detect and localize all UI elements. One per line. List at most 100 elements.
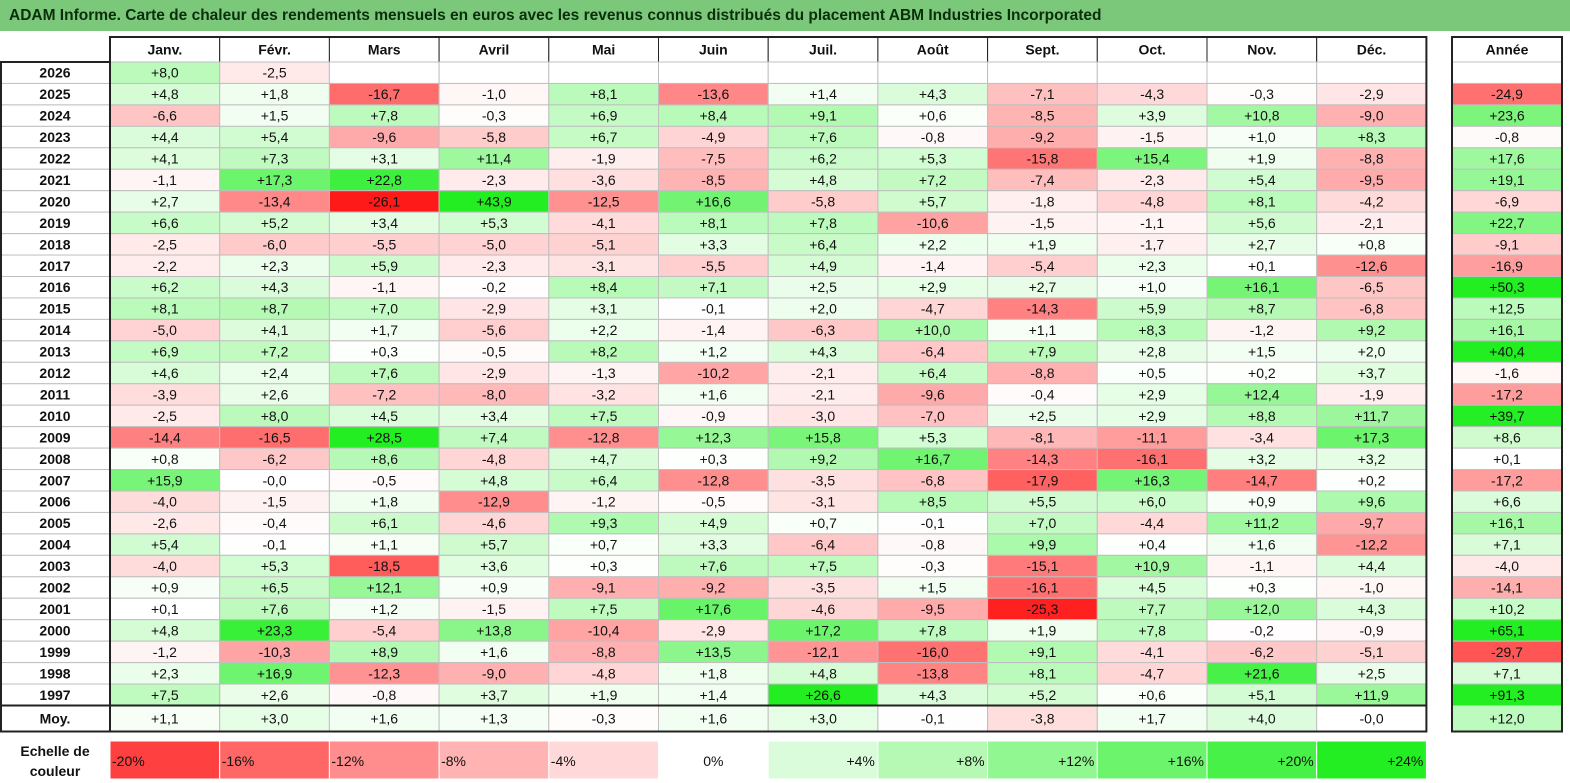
average-value: -0,0: [1359, 711, 1383, 727]
annual-value: -16,9: [1491, 258, 1523, 274]
cell-value: +0,3: [1248, 580, 1276, 596]
cell-value: +15,8: [805, 429, 841, 445]
cell-value: -5,1: [1359, 644, 1383, 660]
cell-value: -2,1: [811, 386, 835, 402]
year-label: 2013: [39, 344, 70, 360]
cell-value: +4,1: [151, 151, 179, 167]
heatmap-cell: [328, 61, 440, 84]
cell-value: +4,9: [809, 258, 837, 274]
cell-value: +2,7: [1248, 236, 1276, 252]
cell-value: +7,0: [370, 301, 398, 317]
cell-value: -9,0: [1359, 108, 1383, 124]
year-label: 2004: [39, 537, 70, 553]
month-header: Mai: [592, 42, 615, 58]
cell-value: +4,5: [1138, 580, 1166, 596]
cell-value: +7,5: [809, 558, 837, 574]
annual-value: +6,6: [1493, 494, 1521, 510]
cell-value: +0,8: [151, 451, 179, 467]
average-cell: [877, 705, 989, 732]
cell-value: +4,5: [370, 408, 398, 424]
cell-value: -5,8: [811, 193, 835, 209]
cell-value: -6,3: [811, 322, 835, 338]
year-label: 2007: [39, 472, 70, 488]
year-label: 2000: [39, 622, 70, 638]
cell-value: +1,7: [370, 322, 398, 338]
cell-value: -16,1: [1026, 580, 1058, 596]
cell-value: -6,2: [1250, 644, 1274, 660]
cell-value: -0,2: [1250, 622, 1274, 638]
cell-value: +9,2: [809, 451, 837, 467]
cell-value: -0,5: [372, 472, 396, 488]
cell-value: +4,4: [151, 129, 179, 145]
cell-value: -1,8: [1030, 193, 1054, 209]
cell-value: -4,1: [1140, 644, 1164, 660]
cell-value: -25,3: [1026, 601, 1058, 617]
cell-value: -18,5: [368, 558, 400, 574]
heatmap-cell: [548, 61, 659, 84]
annual-value: -0,8: [1495, 129, 1519, 145]
annual-value: -9,1: [1495, 236, 1519, 252]
cell-value: +28,5: [367, 429, 403, 445]
cell-value: +3,7: [1358, 365, 1386, 381]
cell-value: +16,7: [915, 451, 951, 467]
cell-value: -4,6: [811, 601, 835, 617]
cell-value: -1,7: [1140, 236, 1164, 252]
average-cell: [987, 705, 1098, 732]
cell-value: +0,1: [151, 601, 179, 617]
scale-swatch-label: +8%: [956, 753, 984, 769]
cell-value: +6,4: [919, 365, 947, 381]
year-label: 2005: [39, 515, 70, 531]
cell-value: +7,8: [809, 215, 837, 231]
cell-value: -0,4: [1030, 386, 1054, 402]
cell-value: +7,6: [700, 558, 728, 574]
cell-value: +12,3: [696, 429, 732, 445]
cell-value: -0,8: [921, 129, 945, 145]
cell-value: +4,3: [261, 279, 289, 295]
cell-value: +4,3: [809, 344, 837, 360]
cell-value: +3,4: [480, 408, 508, 424]
cell-value: +7,8: [370, 108, 398, 124]
cell-value: -8,5: [1030, 108, 1054, 124]
cell-value: +15,9: [147, 472, 183, 488]
cell-value: +7,2: [261, 344, 289, 360]
cell-value: +9,1: [1029, 644, 1057, 660]
cell-value: -5,4: [1030, 258, 1054, 274]
cell-value: +5,9: [370, 258, 398, 274]
cell-value: -0,1: [262, 537, 286, 553]
cell-value: +7,6: [370, 365, 398, 381]
cell-value: -1,9: [592, 151, 616, 167]
cell-value: -6,6: [153, 108, 177, 124]
cell-value: -1,2: [1250, 322, 1274, 338]
cell-value: +8,1: [700, 215, 728, 231]
cell-value: -4,1: [592, 215, 616, 231]
annual-value: +40,4: [1489, 344, 1525, 360]
cell-value: +0,5: [1138, 365, 1166, 381]
annual-value: +16,1: [1489, 515, 1525, 531]
cell-value: +7,0: [1029, 515, 1057, 531]
average-annual-value: +12,0: [1489, 711, 1525, 727]
average-cell: [219, 705, 330, 732]
cell-value: +5,3: [919, 151, 947, 167]
cell-value: +8,1: [590, 86, 618, 102]
cell-value: -0,8: [921, 537, 945, 553]
cell-value: +0,9: [1248, 494, 1276, 510]
cell-value: -4,7: [921, 301, 945, 317]
cell-value: -4,2: [1359, 193, 1383, 209]
cell-value: +5,4: [261, 129, 289, 145]
cell-value: +22,8: [367, 172, 403, 188]
cell-value: +12,0: [1244, 601, 1280, 617]
cell-value: -15,1: [1026, 558, 1058, 574]
cell-value: +2,9: [919, 279, 947, 295]
cell-value: -0,5: [482, 344, 506, 360]
annual-value: +12,5: [1489, 301, 1525, 317]
month-header: Oct.: [1139, 42, 1166, 58]
cell-value: +9,9: [1029, 537, 1057, 553]
cell-value: +2,4: [261, 365, 289, 381]
cell-value: +16,6: [696, 193, 732, 209]
cell-value: -8,0: [482, 386, 506, 402]
heatmap-cell: [767, 61, 879, 84]
cell-value: +6,9: [151, 344, 179, 360]
cell-value: +6,5: [261, 580, 289, 596]
cell-value: -6,4: [811, 537, 835, 553]
